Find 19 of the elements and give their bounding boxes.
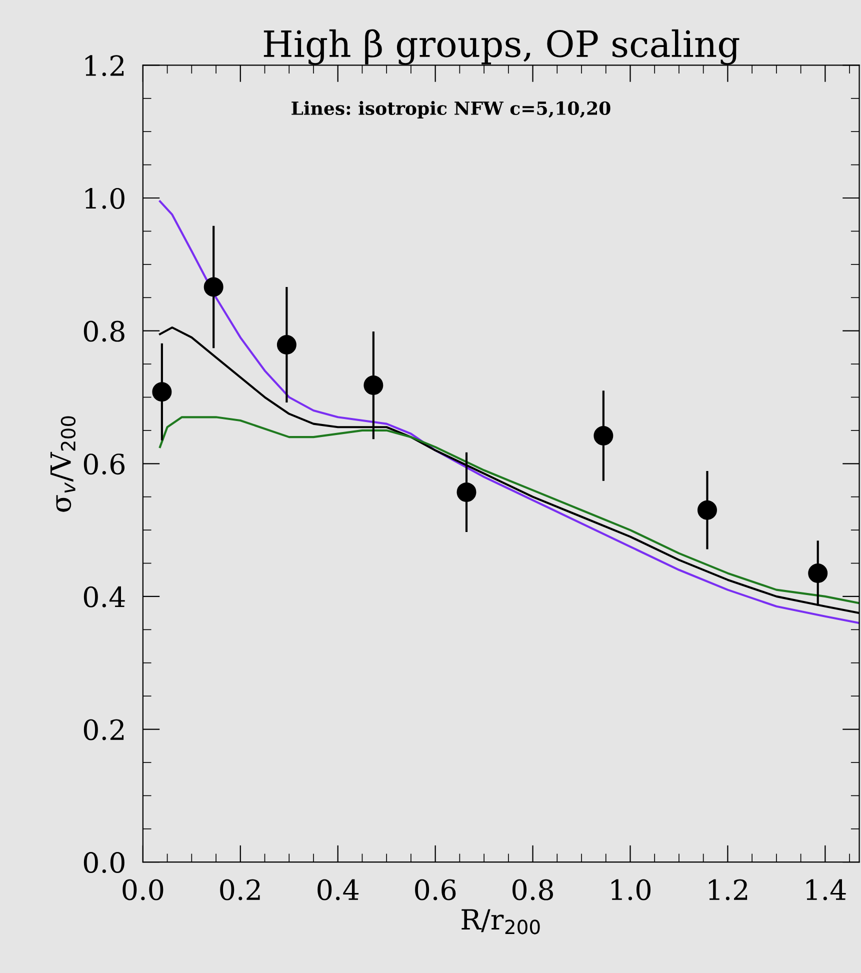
x-tick-label: 1.2 <box>709 879 748 900</box>
y-tick-label: 0.6 <box>84 454 125 475</box>
x-tick-label: 1.4 <box>806 879 846 900</box>
x-tick-label: 0.8 <box>512 879 553 900</box>
x-tick-label: 0.4 <box>318 879 359 900</box>
annotation: Lines: isotropic NFW c=5,10,20 <box>292 101 610 119</box>
x-tick-label: 1.0 <box>612 879 650 900</box>
y-tick-label: 0.4 <box>84 586 125 608</box>
x-tick-label: 0.6 <box>415 879 456 900</box>
y-tick-label: 0.2 <box>84 719 124 740</box>
y-tick-label: 0.0 <box>84 852 124 874</box>
x-tick-label: 0.2 <box>220 879 260 900</box>
y-axis-title: σ$_{v}$/V$_{200}$ <box>50 416 76 512</box>
y-tick-label: 0.8 <box>84 320 124 342</box>
chart-title: High β groups, OP scaling <box>264 29 740 65</box>
x-tick-label: 0.0 <box>122 879 164 900</box>
y-tick-label: 1.2 <box>85 55 124 76</box>
y-tick-label: 1.0 <box>85 188 124 209</box>
x-axis-title: R/r$_{200}$ <box>462 909 540 934</box>
